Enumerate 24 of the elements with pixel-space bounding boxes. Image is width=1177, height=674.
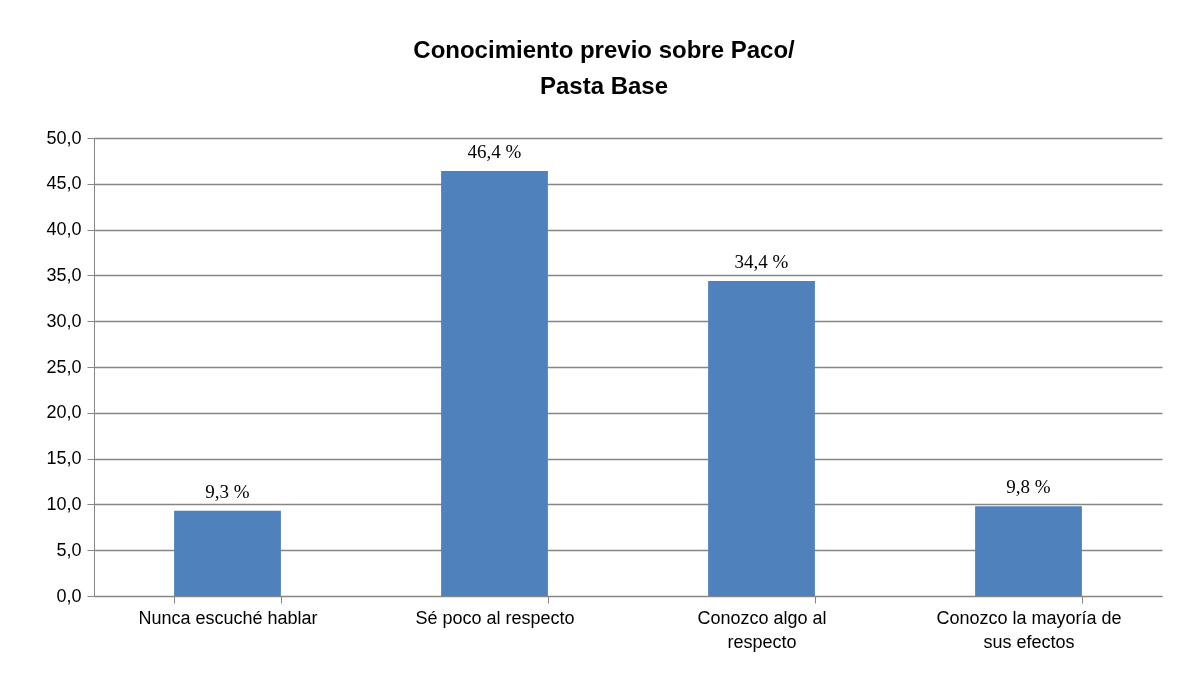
data-label: 46,4 % (467, 140, 522, 162)
x-tick-label: Nunca escuché hablar (138, 607, 318, 628)
y-tick-label: 30,0 (46, 310, 82, 331)
bar (975, 506, 1082, 596)
x-tick-label: Sé poco al respecto (415, 607, 575, 628)
y-tick-label: 45,0 (46, 173, 82, 194)
y-tick-label: 50,0 (46, 127, 82, 148)
bar (708, 280, 815, 596)
y-tick-label: 0,0 (56, 585, 82, 606)
data-label: 9,3 % (205, 480, 250, 502)
y-tick-label: 25,0 (46, 356, 82, 377)
data-label: 34,4 % (734, 250, 789, 272)
y-tick-label: 15,0 (46, 448, 82, 469)
y-tick-label: 35,0 (46, 264, 82, 285)
y-tick-label: 20,0 (46, 402, 82, 423)
y-tick-label: 40,0 (46, 219, 82, 240)
data-label: 9,8 % (1006, 476, 1051, 498)
chart-title: Conocimiento previo sobre Paco/ Pasta Base (413, 36, 796, 99)
y-tick-label: 5,0 (56, 539, 82, 560)
x-tick-label: Conozco algo al respecto (697, 607, 827, 652)
y-tick-label: 10,0 (46, 493, 82, 514)
x-tick-label: Conozco la mayoría de sus efectos (936, 607, 1122, 652)
bar (441, 170, 548, 596)
bar (174, 510, 281, 596)
